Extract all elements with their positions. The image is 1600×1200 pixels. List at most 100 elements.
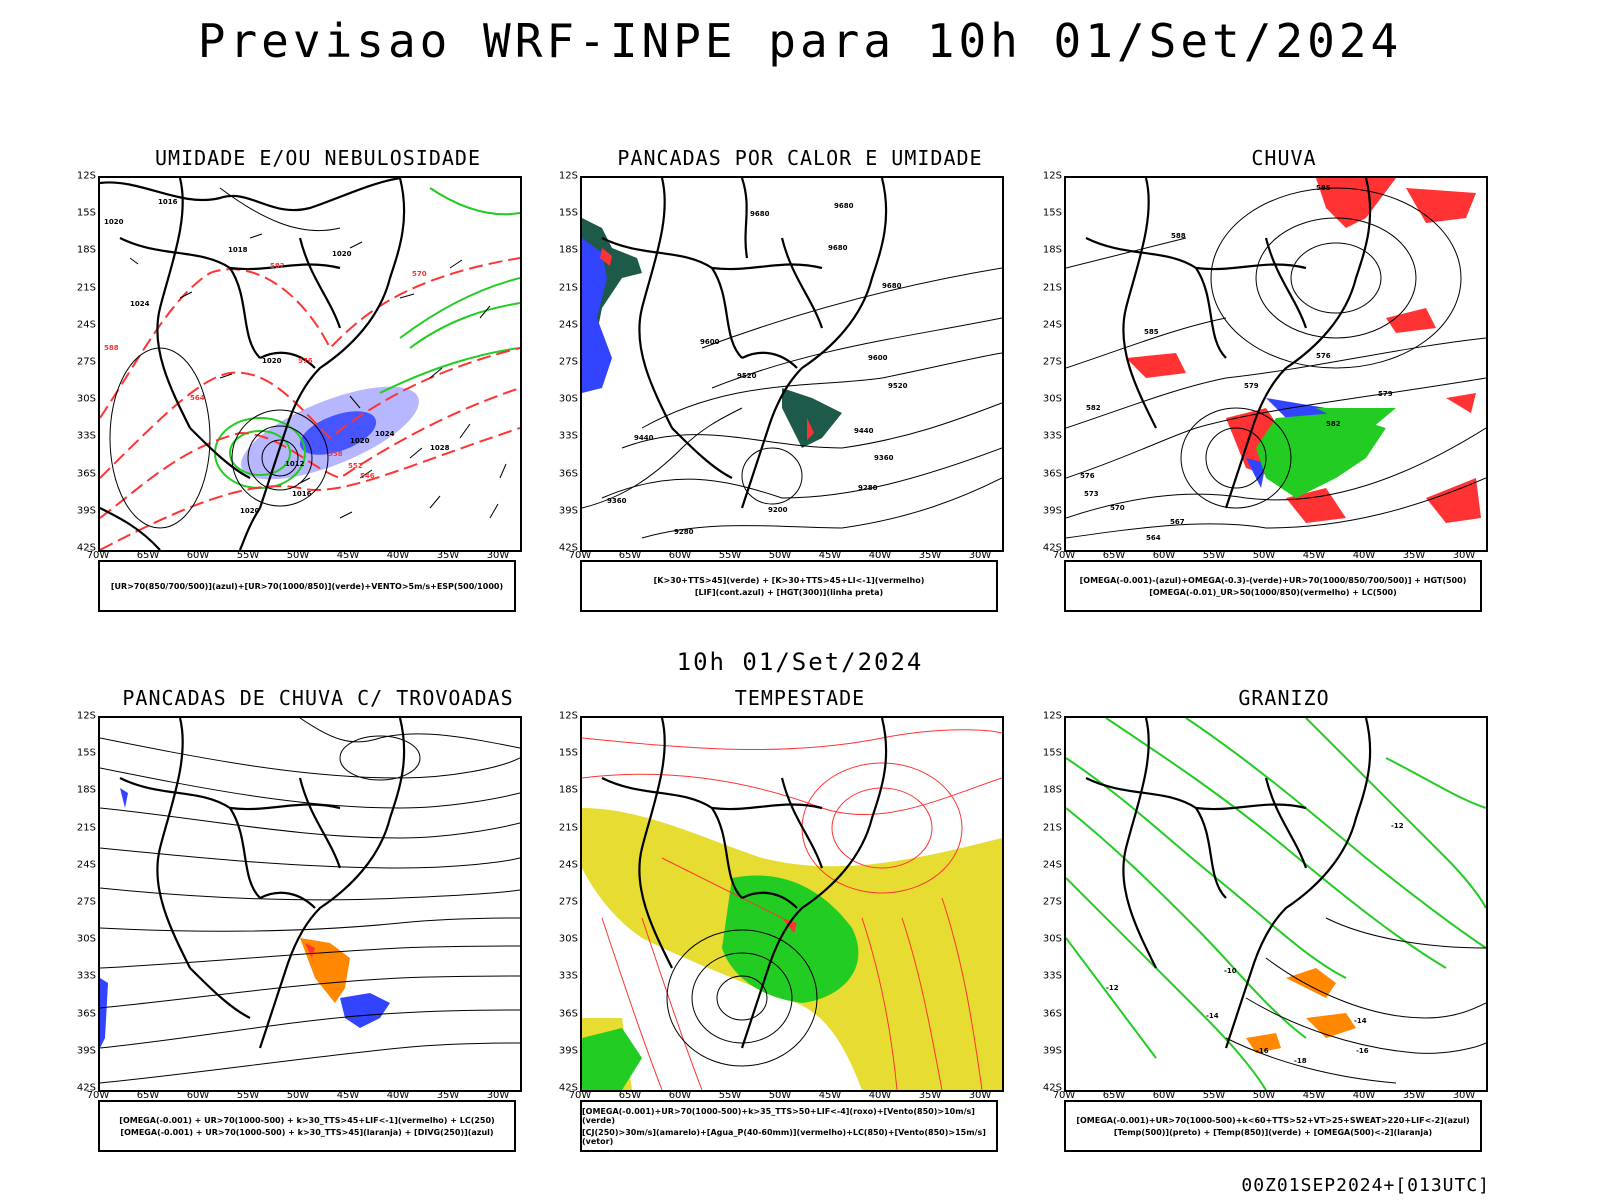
lat-tick-label: 39S [1042, 1045, 1062, 1057]
lat-tick-label: 33S [558, 430, 578, 442]
lon-tick-label: 45W [336, 550, 360, 561]
lon-tick-label: 45W [1302, 550, 1326, 561]
lat-tick-label: 42S [558, 542, 578, 554]
lon-tick-label: 65W [1102, 550, 1126, 561]
contour-labels: -12 -10 -14 -16 -18 -12 -16 -14 [1106, 822, 1404, 1065]
lon-tick-label: 70W [1052, 1090, 1076, 1101]
lat-tick-label: 21S [76, 282, 96, 294]
country-borders [601, 718, 888, 1049]
lon-tick-label: 30W [968, 550, 992, 561]
streamlines-850 [582, 729, 1002, 1090]
contour-labels: 1016 1020 1018 1024 1020 1028 1020 1024 … [104, 198, 450, 515]
panel-umidade: UMIDADE E/OU NEBULOSIDADE 12S 15S 18S 21S 24… [68, 146, 568, 646]
lon-tick-label: 65W [618, 550, 642, 561]
lat-tick-label: 12S [1042, 170, 1062, 182]
lat-tick-label: 24S [76, 859, 96, 871]
lat-tick-label: 36S [1042, 1008, 1062, 1020]
svg-text:588: 588 [104, 344, 119, 352]
lon-tick-label: 30W [486, 550, 510, 561]
panel-title: TEMPESTADE [734, 686, 866, 710]
lat-tick-label: 15S [76, 747, 96, 759]
wind-vectors [129, 233, 507, 519]
lat-tick-label: 18S [76, 244, 96, 256]
lat-axis: 12S 15S 18S 21S 24S 27S 30S 33S 36S 39S 42S [1034, 711, 1064, 1094]
lat-tick-label: 24S [558, 319, 578, 331]
lat-tick-label: 18S [558, 244, 578, 256]
lat-tick-label: 27S [1042, 356, 1062, 368]
lat-tick-label: 36S [558, 468, 578, 480]
lat-tick-label: 21S [76, 822, 96, 834]
lat-tick-label: 33S [76, 970, 96, 982]
lat-tick-label: 30S [558, 393, 578, 405]
panel-title: PANCADAS POR CALOR E UMIDADE [617, 146, 983, 170]
svg-text:573: 573 [1084, 490, 1099, 498]
legend: [K>30+TTS>45](verde) + [K>30+TTS>45+LI<-… [580, 560, 998, 612]
map-pancadas-calor: 9680 9680 9680 9600 9600 9520 9520 9440 … [580, 176, 1004, 552]
temp-500-black [1225, 917, 1486, 1084]
svg-text:1020: 1020 [262, 357, 282, 365]
lon-tick-label: 35W [436, 550, 460, 561]
lon-tick-label: 50W [1252, 550, 1276, 561]
lon-tick-label: 45W [336, 1090, 360, 1101]
lon-tick-label: 45W [818, 1090, 842, 1101]
svg-text:-12: -12 [1391, 822, 1404, 830]
omega-orange [1246, 968, 1356, 1053]
lat-tick-label: 33S [558, 970, 578, 982]
lon-axis: 70W 65W 60W 55W 50W 45W 40W 35W 30W [87, 550, 518, 564]
lat-tick-label: 24S [1042, 859, 1062, 871]
svg-text:1012: 1012 [285, 460, 305, 468]
svg-text:1024: 1024 [375, 430, 395, 438]
water-red [782, 918, 797, 933]
lon-tick-label: 60W [1152, 550, 1176, 561]
svg-text:582: 582 [270, 262, 285, 270]
svg-text:570: 570 [1110, 504, 1125, 512]
contour-labels: 585 588 585 582 579 576 573 570 567 564 … [1080, 184, 1393, 542]
lat-tick-label: 30S [76, 933, 96, 945]
lon-tick-label: 60W [668, 1090, 692, 1101]
svg-text:9200: 9200 [768, 506, 788, 514]
lat-tick-label: 36S [76, 468, 96, 480]
lat-tick-label: 15S [558, 747, 578, 759]
lat-tick-label: 18S [76, 784, 96, 796]
svg-text:9520: 9520 [737, 372, 757, 380]
panel-chuva: CHUVA 12S 15S 18S 21S 24S 27S 30S 33S 36S 39S 42S [1034, 146, 1534, 646]
lon-tick-label: 55W [1202, 550, 1226, 561]
svg-text:1024: 1024 [130, 300, 150, 308]
lon-tick-label: 40W [386, 550, 410, 561]
height-contours [1066, 187, 1486, 539]
svg-text:564: 564 [1146, 534, 1161, 542]
lon-tick-label: 55W [236, 550, 260, 561]
lat-tick-label: 12S [76, 710, 96, 722]
lat-tick-label: 30S [558, 933, 578, 945]
svg-text:588: 588 [1171, 232, 1186, 240]
lon-tick-label: 60W [186, 550, 210, 561]
lat-axis: 12S 15S 18S 21S 24S 27S 30S 33S 36S 39S 42S [550, 711, 580, 1094]
legend: [OMEGA(-0.001)-(azul)+OMEGA(-0.3)-(verde… [1064, 560, 1482, 612]
lat-tick-label: 18S [1042, 784, 1062, 796]
svg-text:-14: -14 [1206, 1012, 1219, 1020]
country-borders [100, 178, 406, 550]
legend: [OMEGA(-0.001)+UR>70(1000-500)+k<60+TTS>… [1064, 1100, 1482, 1152]
svg-text:9600: 9600 [868, 354, 888, 362]
lat-tick-label: 36S [558, 1008, 578, 1020]
lat-tick-label: 39S [76, 505, 96, 517]
panel-title: UMIDADE E/OU NEBULOSIDADE [154, 146, 482, 170]
lon-tick-label: 65W [618, 1090, 642, 1101]
page-title: Previsao WRF-INPE para 10h 01/Set/2024 [197, 14, 1403, 68]
svg-text:9520: 9520 [888, 382, 908, 390]
svg-text:9600: 9600 [700, 338, 720, 346]
lon-tick-label: 50W [286, 550, 310, 561]
lon-tick-label: 40W [868, 1090, 892, 1101]
lat-tick-label: 42S [76, 1082, 96, 1094]
legend: [OMEGA(-0.001)+UR>70(1000-500)+k>35_TTS>… [580, 1100, 998, 1152]
lat-tick-label: 27S [1042, 896, 1062, 908]
lat-axis: 12S 15S 18S 21S 24S 27S 30S 33S 36S 39S 42S [68, 711, 98, 1094]
lat-tick-label: 21S [1042, 822, 1062, 834]
lat-tick-label: 39S [1042, 505, 1062, 517]
map-chuva: 585 588 585 582 579 576 573 570 567 564 … [1064, 176, 1488, 552]
panel-granizo: GRANIZO 12S 15S 18S 21S 24S 27S 30S 33S 36S 39S 42… [1034, 686, 1534, 1186]
lon-axis: 70W 65W 60W 55W 50W 45W 40W 35W 30W [1053, 550, 1484, 564]
lat-tick-label: 42S [76, 542, 96, 554]
lat-tick-label: 36S [76, 1008, 96, 1020]
svg-text:1020: 1020 [104, 218, 124, 226]
